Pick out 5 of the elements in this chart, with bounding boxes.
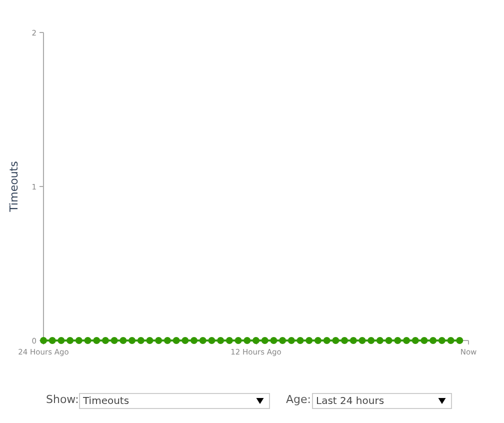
text: Timeouts xyxy=(79,392,270,408)
text: Last 24 hours xyxy=(312,392,452,408)
y-axis-title: Timeouts xyxy=(8,160,21,213)
text: Age: xyxy=(286,392,311,408)
text: Show: xyxy=(46,392,79,408)
